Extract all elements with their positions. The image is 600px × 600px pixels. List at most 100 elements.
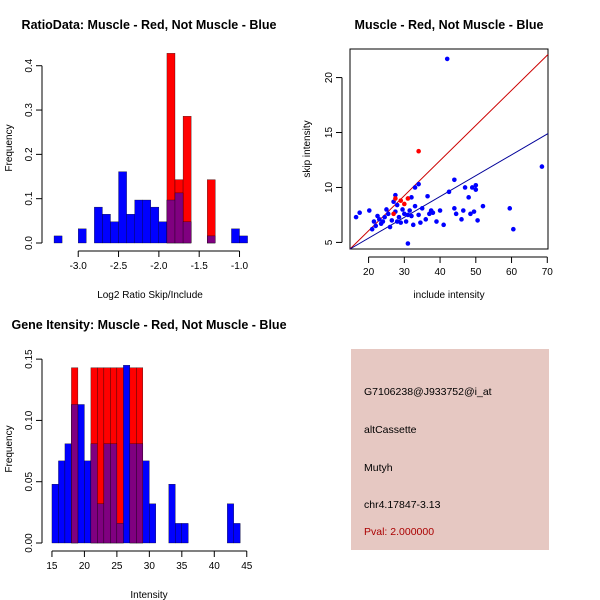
scatter-point-not-muscle <box>469 185 475 190</box>
histogram-bar-not-muscle <box>142 199 151 244</box>
y-tick-label: 0.15 <box>24 349 35 369</box>
x-tick-label: -1.5 <box>191 261 209 272</box>
scatter-point-not-muscle <box>412 203 418 209</box>
x-tick-label: 60 <box>506 267 518 278</box>
histogram-bar-muscle <box>116 367 124 544</box>
scatter-point-not-muscle <box>430 210 436 216</box>
scatter-point-not-muscle <box>396 214 402 220</box>
scatter-point-not-muscle <box>393 192 398 198</box>
scatter-point-not-muscle <box>373 223 379 229</box>
scatter-x-label: include intensity <box>413 290 484 301</box>
x-tick-label: 20 <box>79 561 91 572</box>
scatter-point-not-muscle <box>452 177 457 183</box>
y-tick-label: 0.4 <box>24 58 35 72</box>
ratio-histogram-panel: RatioData: Muscle - Red, Not Muscle - Bl… <box>4 18 276 301</box>
x-tick-label: -2.0 <box>150 261 168 272</box>
gene-name-text: Mutyh <box>364 462 393 474</box>
y-tick-label: 15 <box>324 127 335 139</box>
histogram-bar-not-muscle <box>233 523 241 544</box>
scatter-point-not-muscle <box>407 208 412 213</box>
y-tick-label: 0.10 <box>24 410 35 430</box>
scatter-point-not-muscle <box>423 217 429 222</box>
scatter-point-not-muscle <box>471 209 477 214</box>
x-tick-label: 50 <box>470 267 482 278</box>
scatter-point-not-muscle <box>382 214 387 220</box>
x-tick-label: -2.5 <box>110 261 128 272</box>
histogram-bar-overlap <box>71 404 79 544</box>
scatter-point-not-muscle <box>377 217 382 222</box>
scatter-point-not-muscle <box>398 220 404 225</box>
x-tick-label: 25 <box>111 561 123 572</box>
x-tick-label: 30 <box>144 561 156 572</box>
scatter-point-not-muscle <box>369 226 375 232</box>
scatter-point-not-muscle <box>419 206 425 211</box>
intensity-histogram-overlap-bars <box>71 404 144 544</box>
histogram-bar-not-muscle <box>58 460 66 544</box>
histogram-bar-not-muscle <box>227 503 234 544</box>
x-tick-label: 40 <box>435 267 447 278</box>
ratio-histogram-x-axis: -3.0 -2.5 -2.0 -1.5 -1.0 <box>70 250 249 272</box>
scatter-point-not-muscle <box>384 207 389 212</box>
histogram-bar-overlap <box>103 443 111 544</box>
scatter-point-muscle <box>405 196 411 201</box>
scatter-point-not-muscle <box>475 218 480 223</box>
intensity-histogram-not-muscle-bars <box>51 365 241 544</box>
x-tick-label: -3.0 <box>70 261 88 272</box>
x-tick-label: 35 <box>176 561 188 572</box>
histogram-bar-not-muscle <box>123 365 131 544</box>
y-tick-label: 5 <box>324 239 335 245</box>
intensity-histogram-panel: Gene Itensity: Muscle - Red, Not Muscle … <box>4 318 287 600</box>
event-type-text: altCassette <box>364 424 417 436</box>
x-tick-label: -1.0 <box>231 261 249 272</box>
histogram-bar-not-muscle <box>126 214 135 244</box>
ratio-histogram-y-label: Frequency <box>4 124 15 171</box>
histogram-bar-not-muscle <box>134 199 143 244</box>
histogram-bar-overlap <box>136 443 144 544</box>
scatter-x-axis: 20 30 40 50 60 70 <box>363 256 553 278</box>
ratio-histogram-not-muscle-bars <box>53 171 248 244</box>
scatter-point-not-muscle <box>434 219 439 224</box>
x-tick-label: 45 <box>241 561 253 572</box>
y-tick-label: 0.0 <box>24 236 35 250</box>
y-tick-label: 0.05 <box>24 472 35 492</box>
scatter-point-not-muscle <box>539 164 545 169</box>
x-tick-label: 20 <box>363 267 375 278</box>
histogram-bar-not-muscle <box>94 206 103 244</box>
histogram-bar-overlap <box>174 192 184 244</box>
intensity-scatter-panel: Muscle - Red, Not Muscle - Blue 20 30 40 50… <box>302 18 553 301</box>
scatter-point-not-muscle <box>446 189 452 195</box>
scatter-points <box>353 56 545 246</box>
scatter-point-not-muscle <box>405 241 411 246</box>
intensity-histogram-y-axis: 0.00 0.05 0.10 0.15 <box>24 349 43 553</box>
histogram-bar-not-muscle <box>84 460 92 544</box>
scatter-point-not-muscle <box>387 224 393 230</box>
x-tick-label: 30 <box>399 267 411 278</box>
probe-id-text: G7106238@J933752@i_at <box>364 386 492 398</box>
scatter-point-not-muscle <box>452 206 457 211</box>
histogram-bar-overlap <box>110 443 118 544</box>
scatter-point-not-muscle <box>418 220 423 225</box>
histogram-bar-overlap <box>116 523 124 544</box>
scatter-point-not-muscle <box>410 222 416 228</box>
histogram-bar-not-muscle <box>77 404 85 544</box>
intensity-histogram-x-axis: 15 20 25 30 35 40 45 <box>46 550 253 572</box>
chromosome-location-text: chr4.17847-3.13 <box>364 499 441 511</box>
histogram-bar-not-muscle <box>168 484 176 544</box>
scatter-point-not-muscle <box>416 212 421 218</box>
y-tick-label: 0.00 <box>24 533 35 553</box>
y-tick-label: 20 <box>324 72 335 84</box>
histogram-bar-not-muscle <box>150 206 160 244</box>
scatter-point-not-muscle <box>380 219 386 224</box>
y-tick-label: 0.2 <box>24 147 35 161</box>
histogram-bar-not-muscle <box>142 460 150 544</box>
scatter-point-not-muscle <box>425 193 430 199</box>
y-tick-label: 10 <box>324 181 335 193</box>
scatter-point-not-muscle <box>402 211 407 217</box>
scatter-point-not-muscle <box>466 195 471 200</box>
scatter-point-muscle <box>391 211 396 217</box>
histogram-bar-not-muscle <box>239 235 248 244</box>
scatter-y-label: skip intensity <box>302 120 313 177</box>
histogram-bar-not-muscle <box>53 235 63 244</box>
scatter-point-not-muscle <box>468 211 473 217</box>
x-tick-label: 40 <box>209 561 221 572</box>
